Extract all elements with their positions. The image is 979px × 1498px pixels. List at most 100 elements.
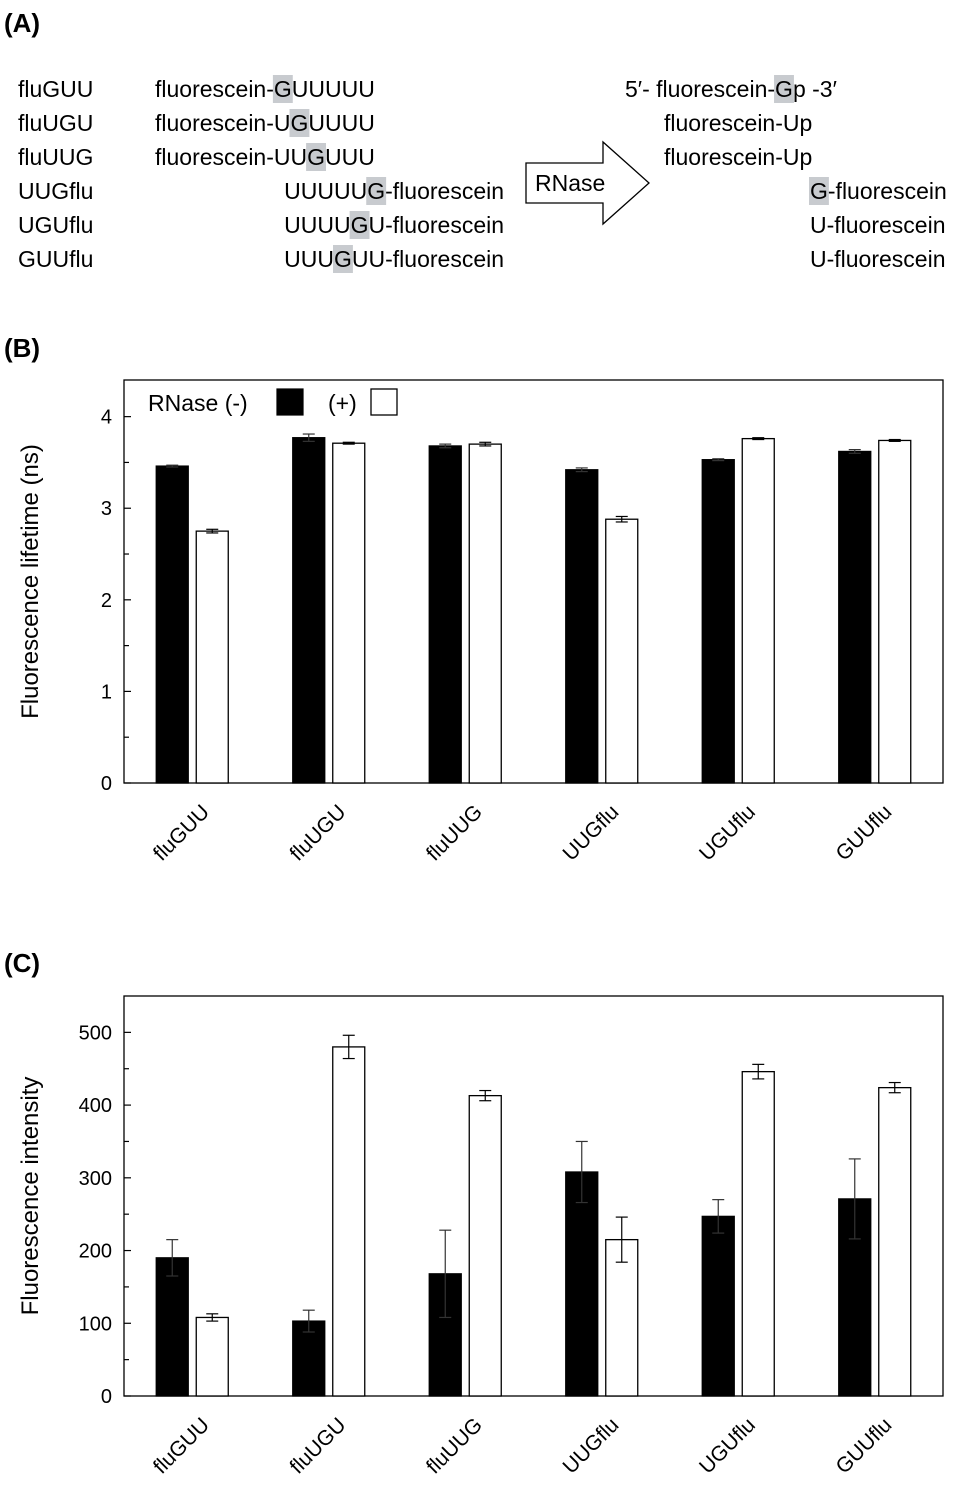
- bar-rnase-plus: [195, 1316, 229, 1397]
- y-tick-label: 300: [79, 1168, 112, 1190]
- sequence-text: UUUUUG-fluorescein: [284, 178, 504, 204]
- category-label: fluGUU: [149, 1413, 214, 1478]
- bar-rnase-plus: [195, 530, 229, 784]
- y-tick-label: 100: [79, 1313, 112, 1335]
- sequence-part: UU-fluorescein: [352, 246, 504, 272]
- bar-rnase-minus: [292, 1320, 326, 1397]
- g-highlight: [289, 109, 310, 137]
- construct-name: fluUUG: [18, 144, 93, 170]
- sequence-part: UUUU: [308, 110, 374, 136]
- g-highlight: [774, 75, 794, 103]
- product-part: U-fluorescein: [810, 212, 946, 238]
- plot-frame: [123, 379, 944, 784]
- construct-name: UGUflu: [18, 212, 93, 238]
- sequence-g: G: [351, 212, 369, 238]
- bar-rnase-plus: [878, 439, 912, 784]
- product-part: p -3′: [793, 76, 837, 102]
- sequence-part: UUU: [325, 144, 375, 170]
- construct-name: fluGUU: [18, 76, 93, 102]
- bar-rnase-minus: [701, 1215, 735, 1397]
- bar-rnase-minus: [428, 445, 462, 784]
- bar-rnase-plus: [741, 1070, 775, 1397]
- sequence-text: UUUGUU-fluorescein: [284, 246, 504, 272]
- panel-label: (C): [4, 948, 40, 978]
- category-label: UUGflu: [559, 1413, 624, 1478]
- sequence-text: UUUUGU-fluorescein: [284, 212, 504, 238]
- product-text: U-fluorescein: [810, 246, 946, 272]
- g-highlight: [349, 211, 370, 239]
- category-label: fluUUG: [422, 1413, 487, 1478]
- g-highlight: [809, 177, 829, 205]
- plot-frame: [123, 995, 944, 1397]
- g-highlight: [272, 75, 293, 103]
- bar-rnase-plus: [605, 1238, 639, 1397]
- g-highlight: [366, 177, 387, 205]
- sequence-part: UUUUU: [292, 76, 375, 102]
- legend-swatch-plus: [370, 388, 398, 416]
- y-tick-label: 400: [79, 1095, 112, 1117]
- sequence-g: G: [274, 76, 292, 102]
- sequence-part: fluorescein-UU: [155, 144, 307, 170]
- legend-swatch-minus: [276, 388, 304, 416]
- bar-rnase-minus: [701, 459, 735, 784]
- category-label: fluGUU: [149, 800, 214, 865]
- product-text: G-fluorescein: [810, 178, 947, 204]
- g-highlight: [306, 143, 326, 171]
- sequence-part: fluorescein-U: [155, 110, 291, 136]
- product-part: fluorescein-Up: [664, 110, 812, 136]
- bar-rnase-minus: [838, 1198, 872, 1397]
- construct-name: UUGflu: [18, 178, 93, 204]
- product-g: G: [810, 178, 828, 204]
- product-part: U-fluorescein: [810, 246, 946, 272]
- product-text: fluorescein-Up: [664, 110, 812, 136]
- sequence-part: U-fluorescein: [369, 212, 505, 238]
- panel-b-lifetime-chart: (B) 0 1 2 3 4 Fluorescence lifetime (ns) fluGUU…: [4, 333, 944, 865]
- y-axis-label: Fluorescence intensity: [17, 1077, 44, 1316]
- product-part: -fluorescein: [828, 178, 947, 204]
- bar-rnase-plus: [605, 518, 639, 784]
- category-label: UGUflu: [695, 1413, 760, 1478]
- sequence-part: UUUU: [284, 212, 350, 238]
- category-label: GUUflu: [832, 1413, 897, 1478]
- y-tick-label: 4: [101, 407, 112, 429]
- bar-rnase-plus: [741, 437, 775, 784]
- product-g: G: [775, 76, 793, 102]
- sequence-part: UUUUU: [284, 178, 367, 204]
- y-tick-label: 500: [79, 1022, 112, 1044]
- sequence-g: G: [367, 178, 385, 204]
- bar-rnase-plus: [332, 442, 366, 784]
- category-label: fluUGU: [286, 1413, 351, 1478]
- y-tick-label: 0: [101, 1386, 112, 1408]
- sequence-g: G: [291, 110, 309, 136]
- bar-rnase-minus: [838, 450, 872, 784]
- product-part: fluorescein-Up: [664, 144, 812, 170]
- panel-c-intensity-chart: (C) 0 100 200 300 400 500 Fluorescence intensit…: [4, 948, 944, 1478]
- category-label: fluUGU: [286, 800, 351, 865]
- y-axis-label: Fluorescence lifetime (ns): [17, 444, 44, 719]
- sequence-text: fluorescein-UUGUUU: [155, 144, 375, 170]
- y-tick-label: 1: [101, 681, 112, 703]
- bar-rnase-minus: [565, 469, 599, 784]
- sequence-text: fluorescein-UGUUUU: [155, 110, 375, 136]
- bar-rnase-minus: [565, 1171, 599, 1397]
- sequence-part: fluorescein-: [155, 76, 274, 102]
- construct-name: GUUflu: [18, 246, 93, 272]
- category-label: UGUflu: [695, 800, 760, 865]
- y-tick-label: 2: [101, 590, 112, 612]
- bar-rnase-minus: [155, 1257, 189, 1397]
- product-text: fluorescein-Up: [664, 144, 812, 170]
- panel-label-a: (A): [4, 8, 40, 38]
- product-text: 5′- fluorescein-Gp -3′: [625, 76, 837, 102]
- construct-name: fluUGU: [18, 110, 93, 136]
- category-label: GUUflu: [832, 800, 897, 865]
- bar-rnase-plus: [878, 1086, 912, 1397]
- legend-label-plus: (+): [328, 390, 357, 416]
- bar-rnase-minus: [155, 465, 189, 784]
- g-highlight: [333, 245, 353, 273]
- category-label: fluUUG: [422, 800, 487, 865]
- panel-a-schematic: (A)fluGUU fluorescein-GUUUUU 5′- fluoresce…: [4, 8, 947, 273]
- sequence-g: G: [334, 246, 352, 272]
- product-part: 5′- fluorescein-: [625, 76, 775, 102]
- product-text: U-fluorescein: [810, 212, 946, 238]
